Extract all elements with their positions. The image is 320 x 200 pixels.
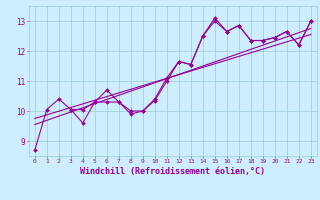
X-axis label: Windchill (Refroidissement éolien,°C): Windchill (Refroidissement éolien,°C) bbox=[80, 167, 265, 176]
